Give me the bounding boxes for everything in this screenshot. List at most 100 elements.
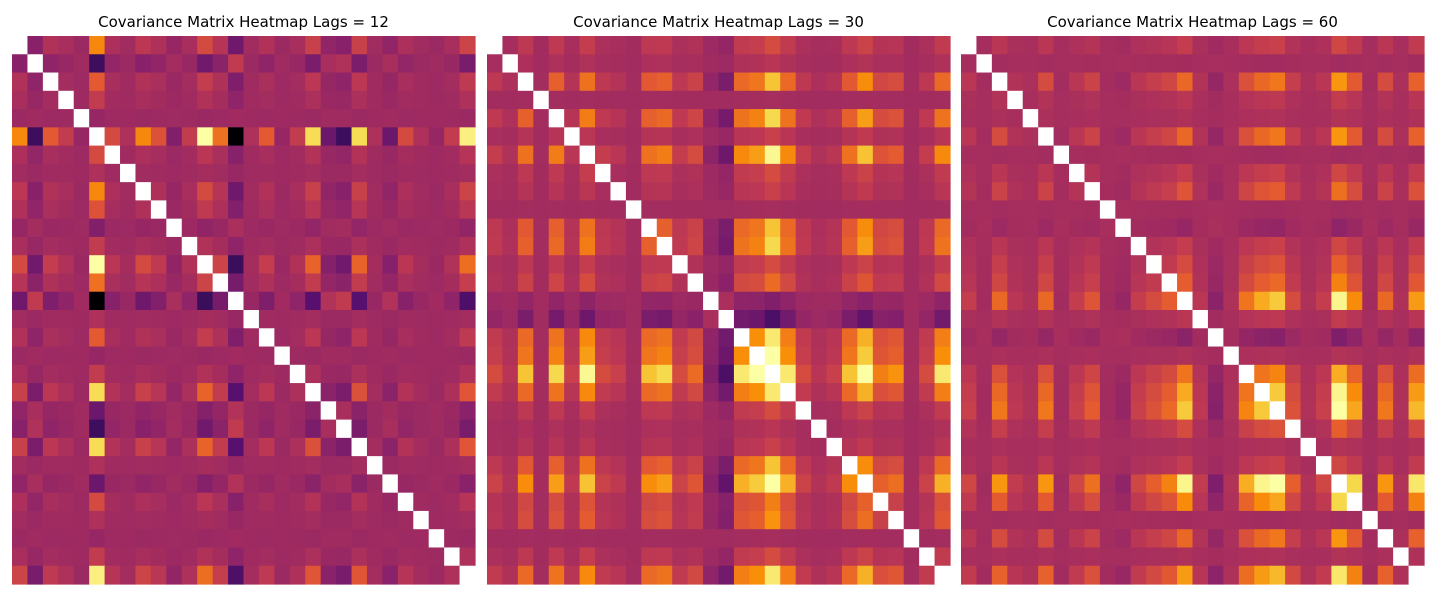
heatmap-cell (1146, 218, 1163, 238)
heatmap-cell (135, 456, 152, 475)
heatmap-cell (150, 109, 167, 128)
heatmap-cell (1022, 456, 1039, 475)
heatmap-cell (841, 200, 858, 220)
heatmap-cell (1315, 182, 1332, 201)
heatmap-cell (595, 419, 612, 439)
heatmap-cell (351, 565, 368, 585)
heatmap-cell (336, 565, 353, 585)
heatmap-cell (1362, 437, 1379, 457)
heatmap-cell (1238, 456, 1255, 475)
heatmap-cell (89, 218, 106, 238)
heatmap-cell (197, 383, 214, 402)
heatmap-cell (641, 529, 658, 549)
heatmap-cell (336, 547, 353, 567)
heatmap-cell (487, 54, 504, 74)
heatmap-cell (228, 145, 245, 165)
heatmap-cell (428, 109, 445, 128)
heatmap-cell (1115, 72, 1132, 92)
heatmap-cell (595, 218, 612, 238)
heatmap-cell (258, 236, 275, 256)
heatmap-cell (413, 127, 430, 147)
heatmap-cell (934, 182, 951, 201)
heatmap-cell (89, 200, 106, 220)
heatmap-cell (1408, 547, 1425, 567)
heatmap-cell (703, 109, 720, 128)
heatmap-cell (104, 529, 121, 549)
heatmap-cell (1254, 456, 1271, 475)
heatmap-cell (656, 145, 673, 165)
heatmap-cell (564, 492, 581, 512)
heatmap-cell (166, 328, 183, 348)
heatmap-cell (104, 437, 121, 457)
heatmap-cell (1099, 255, 1116, 275)
heatmap-cell (548, 383, 565, 402)
heatmap-cell (1053, 218, 1070, 238)
heatmap-cell (888, 364, 905, 384)
heatmap-cell (919, 273, 936, 293)
heatmap-cell (1223, 492, 1240, 512)
heatmap-cell (228, 492, 245, 512)
heatmap-cell (857, 273, 874, 293)
heatmap-cell (502, 109, 519, 128)
heatmap-cell (764, 145, 781, 165)
heatmap-cell (336, 54, 353, 74)
heatmap-cell (1192, 383, 1209, 402)
heatmap-cell (58, 565, 75, 585)
heatmap-cell (961, 127, 978, 147)
heatmap-cell (228, 218, 245, 238)
heatmap-cell (166, 346, 183, 366)
heatmap-cell (1022, 474, 1039, 494)
heatmap-cell (42, 383, 59, 402)
heatmap-cell (1377, 72, 1394, 92)
heatmap-cell (517, 456, 534, 475)
heatmap-cell (73, 236, 90, 256)
heatmap-cell (1130, 255, 1147, 275)
heatmap-cell (934, 218, 951, 238)
heatmap-cell (517, 419, 534, 439)
heatmap-cell (1161, 255, 1178, 275)
heatmap-cell (1084, 565, 1101, 585)
heatmap-cell (336, 310, 353, 329)
heatmap-cell (641, 383, 658, 402)
heatmap-cell (89, 474, 106, 494)
heatmap-cell (625, 383, 642, 402)
heatmap-cell (228, 310, 245, 329)
heatmap-cell (166, 90, 183, 110)
heatmap-cell (1331, 218, 1348, 238)
heatmap-cell (12, 565, 29, 585)
heatmap-cell (780, 218, 797, 238)
heatmap-cell (1285, 492, 1302, 512)
heatmap-cell (934, 145, 951, 165)
heatmap-cell (166, 529, 183, 549)
heatmap-cell (181, 273, 198, 293)
heatmap-cell (564, 200, 581, 220)
heatmap-cell (656, 383, 673, 402)
heatmap-cell (487, 328, 504, 348)
heatmap-cell (517, 328, 534, 348)
heatmap-cell (1115, 182, 1132, 201)
heatmap-cell (197, 182, 214, 201)
heatmap-cell (1285, 529, 1302, 549)
heatmap-cell (1238, 529, 1255, 549)
heatmap-cell (336, 529, 353, 549)
heatmap-cell (1223, 163, 1240, 183)
heatmap-cell (1362, 492, 1379, 512)
heatmap-cell (487, 163, 504, 183)
heatmap-cell (919, 36, 936, 55)
heatmap-cell (1408, 36, 1425, 55)
heatmap-cell (1315, 163, 1332, 183)
heatmap-cell (1207, 419, 1224, 439)
heatmap-cell (826, 492, 843, 512)
heatmap-cell (150, 474, 167, 494)
heatmap-cell (811, 145, 828, 165)
heatmap-cell (533, 273, 550, 293)
heatmap-cell (382, 182, 399, 201)
heatmap-cell (656, 72, 673, 92)
heatmap-cell (502, 200, 519, 220)
heatmap-cell (961, 383, 978, 402)
heatmap-cell (656, 273, 673, 293)
heatmap-cell (1408, 419, 1425, 439)
heatmap-cell (1377, 291, 1394, 311)
heatmap-cell (1038, 145, 1055, 165)
heatmap-cell (1300, 364, 1317, 384)
